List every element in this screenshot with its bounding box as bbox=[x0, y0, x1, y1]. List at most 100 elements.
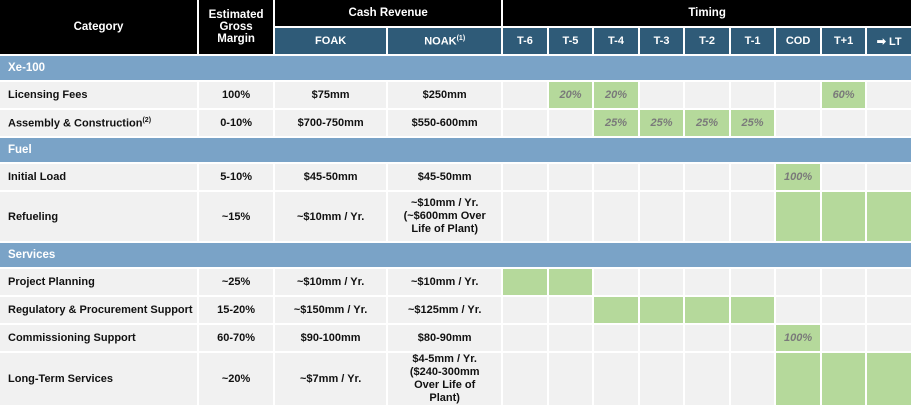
margin-cell: ~15% bbox=[199, 192, 274, 241]
timing-cell bbox=[685, 325, 729, 351]
cash-revenue-header: Cash Revenue bbox=[275, 0, 502, 26]
timing-cell-highlighted bbox=[776, 192, 820, 241]
timing-cell bbox=[867, 82, 911, 108]
section-row: Services bbox=[0, 243, 911, 267]
noak-label: NOAK bbox=[424, 35, 457, 48]
timing-cell bbox=[821, 325, 866, 351]
timing-cell-highlighted: 25% bbox=[685, 110, 729, 136]
noak-footnote: (1) bbox=[456, 34, 466, 42]
table-row: Long-Term Services ~20% ~$7mm / Yr. $4-5mm … bbox=[0, 353, 911, 405]
timing-cell bbox=[821, 110, 866, 136]
noak-cell: $45-50mm bbox=[388, 164, 502, 190]
table-row: Licensing Fees 100% $75mm $250mm 20% 20% 60% bbox=[0, 82, 911, 108]
timing-cell bbox=[594, 353, 638, 405]
timing-cell bbox=[685, 164, 729, 190]
timing-cell bbox=[594, 269, 638, 295]
noak-header: NOAK(1) bbox=[388, 28, 502, 54]
footnote-marker: (2) bbox=[142, 116, 152, 124]
timing-cell bbox=[503, 353, 547, 405]
foak-cell: ~$10mm / Yr. bbox=[275, 192, 387, 241]
table-row: Regulatory & Procurement Support 15-20% ~$… bbox=[0, 297, 911, 323]
timing-cell bbox=[548, 164, 593, 190]
table-row: Assembly & Construction(2) 0-10% $700-750m… bbox=[0, 110, 911, 136]
margin-cell: ~20% bbox=[199, 353, 274, 405]
timing-cell-highlighted bbox=[867, 192, 911, 241]
section-title: Xe-100 bbox=[0, 56, 911, 80]
category-label: Refueling bbox=[8, 210, 59, 223]
margin-cell: 0-10% bbox=[199, 110, 274, 136]
margin-cell: 5-10% bbox=[199, 164, 274, 190]
timing-cell-highlighted bbox=[730, 297, 775, 323]
timing-col-header: T+1 bbox=[821, 28, 866, 54]
noak-cell: ~$125mm / Yr. bbox=[388, 297, 502, 323]
timing-cell-highlighted: 60% bbox=[821, 82, 866, 108]
noak-cell: $4-5mm / Yr. ($240-300mm Over Life of Pl… bbox=[388, 353, 502, 405]
foak-cell: $700-750mm bbox=[275, 110, 387, 136]
category-cell: Licensing Fees bbox=[0, 82, 198, 108]
noak-cell: ~$10mm / Yr. (~$600mm Over Life of Plant… bbox=[388, 192, 502, 241]
timing-cell bbox=[639, 353, 684, 405]
timing-cell-highlighted: 25% bbox=[639, 110, 684, 136]
noak-cell: $250mm bbox=[388, 82, 502, 108]
timing-cell bbox=[503, 164, 547, 190]
category-cell: Refueling bbox=[0, 192, 198, 241]
foak-cell: ~$7mm / Yr. bbox=[275, 353, 387, 405]
timing-cell bbox=[821, 269, 866, 295]
timing-cell bbox=[503, 82, 547, 108]
category-cell: Long-Term Services bbox=[0, 353, 198, 405]
noak-cell: ~$10mm / Yr. bbox=[388, 269, 502, 295]
timing-col-header: ➡ LT bbox=[867, 28, 911, 54]
timing-cell bbox=[594, 164, 638, 190]
timing-cell bbox=[639, 82, 684, 108]
foak-cell: $75mm bbox=[275, 82, 387, 108]
section-row: Xe-100 bbox=[0, 56, 911, 80]
section-row: Fuel bbox=[0, 138, 911, 162]
timing-cell bbox=[776, 82, 820, 108]
timing-cell bbox=[821, 297, 866, 323]
timing-col-header: T-6 bbox=[503, 28, 547, 54]
margin-cell: ~25% bbox=[199, 269, 274, 295]
timing-col-header: T-4 bbox=[594, 28, 638, 54]
timing-cell bbox=[685, 192, 729, 241]
timing-cell bbox=[867, 297, 911, 323]
timing-cell-highlighted: 25% bbox=[594, 110, 638, 136]
category-cell: Initial Load bbox=[0, 164, 198, 190]
timing-cell bbox=[548, 353, 593, 405]
timing-cell bbox=[548, 110, 593, 136]
timing-cell bbox=[730, 325, 775, 351]
timing-cell-highlighted: 100% bbox=[776, 164, 820, 190]
category-label: Commissioning Support bbox=[8, 332, 136, 344]
timing-col-header: T-5 bbox=[548, 28, 593, 54]
noak-cell: $550-600mm bbox=[388, 110, 502, 136]
section-title: Services bbox=[0, 243, 911, 267]
category-cell: Regulatory & Procurement Support bbox=[0, 297, 198, 323]
category-label: Initial Load bbox=[8, 171, 67, 183]
timing-cell-highlighted bbox=[867, 353, 911, 405]
timing-cell bbox=[639, 269, 684, 295]
category-cell: Assembly & Construction(2) bbox=[0, 110, 198, 136]
timing-cell bbox=[776, 110, 820, 136]
table-row: Commissioning Support 60-70% $90-100mm $80-… bbox=[0, 325, 911, 351]
timing-cell bbox=[594, 192, 638, 241]
timing-cell bbox=[730, 353, 775, 405]
table-row: Refueling ~15% ~$10mm / Yr. ~$10mm / Yr. (~… bbox=[0, 192, 911, 241]
timing-cell bbox=[776, 269, 820, 295]
timing-cell-highlighted bbox=[639, 297, 684, 323]
margin-cell: 60-70% bbox=[199, 325, 274, 351]
timing-cell-highlighted bbox=[548, 269, 593, 295]
category-cell: Commissioning Support bbox=[0, 325, 198, 351]
timing-cell bbox=[776, 297, 820, 323]
timing-cell bbox=[867, 325, 911, 351]
timing-cell-highlighted bbox=[821, 192, 866, 241]
timing-cell bbox=[548, 297, 593, 323]
margin-cell: 15-20% bbox=[199, 297, 274, 323]
timing-cell-highlighted bbox=[594, 297, 638, 323]
timing-cell-highlighted bbox=[776, 353, 820, 405]
timing-cell bbox=[685, 353, 729, 405]
timing-col-header: T-2 bbox=[685, 28, 729, 54]
timing-cell bbox=[548, 192, 593, 241]
timing-cell-highlighted: 20% bbox=[548, 82, 593, 108]
category-label: Project Planning bbox=[8, 276, 95, 288]
timing-cell bbox=[503, 110, 547, 136]
